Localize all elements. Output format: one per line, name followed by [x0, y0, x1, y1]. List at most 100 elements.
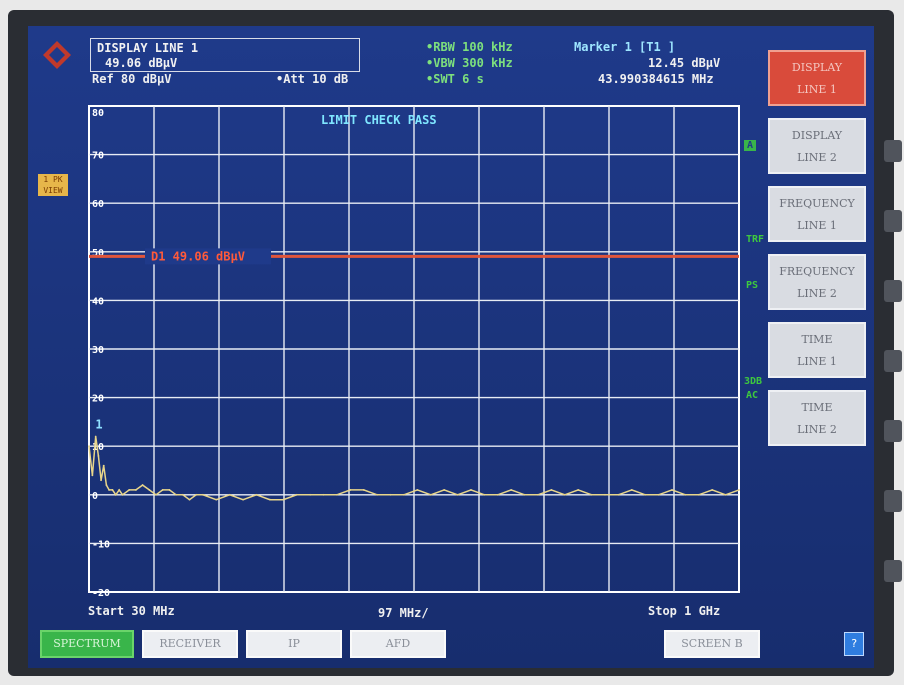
trace-point	[470, 489, 472, 491]
display-line-info-box: DISPLAY LINE 1 49.06 dBµV	[90, 38, 360, 72]
bezel-knob	[884, 350, 902, 372]
ac-mark: AC	[746, 390, 759, 401]
trace-point	[376, 493, 379, 496]
softkey-time-line-2[interactable]: TIME LINE 2	[768, 390, 866, 446]
trace-a-mark: A	[744, 140, 757, 151]
trace-point	[630, 489, 633, 491]
trace-mode-tag: 1 PK VIEW	[38, 174, 68, 196]
ref-level: Ref 80 dBµV	[92, 72, 172, 86]
trace-point	[429, 493, 432, 496]
marker-level: 12.45 dBµV	[648, 56, 721, 70]
y-tick-label: 20	[92, 394, 104, 405]
softkey-label: LINE 1	[797, 355, 837, 368]
trf-mark: TRF	[746, 234, 765, 245]
trace-point	[242, 498, 245, 501]
receiver-button[interactable]: RECEIVER	[142, 630, 238, 658]
spectrum-trace	[88, 436, 740, 501]
3db-mark: 3DB	[744, 376, 763, 387]
bezel-knob	[884, 420, 902, 442]
softkey-label: LINE 2	[797, 287, 837, 300]
bezel-knob	[884, 490, 902, 512]
trace-point	[724, 493, 727, 496]
y-tick-label: 50	[92, 248, 104, 259]
softkey-label: LINE 1	[797, 83, 837, 96]
softkey-display-line-1[interactable]: DISPLAY LINE 1	[768, 50, 866, 106]
ps-mark: PS	[746, 280, 759, 291]
vbw-setting: •VBW 300 kHz	[426, 56, 513, 70]
trace-point	[510, 489, 513, 491]
softkey-time-line-1[interactable]: TIME LINE 1	[768, 322, 866, 378]
softkey-label: DISPLAY	[791, 61, 843, 74]
trace-point	[128, 489, 131, 491]
marker-title: Marker 1 [T1 ]	[574, 40, 676, 54]
y-tick-label: 80	[92, 108, 104, 119]
softkey-frequency-line-1[interactable]: FREQUENCY LINE 1	[768, 186, 866, 242]
trace-point	[362, 489, 365, 491]
trace-point	[282, 498, 285, 501]
attenuation: •Att 10 dB	[276, 72, 349, 86]
display-line-label: D1 49.06 dBµV	[151, 249, 245, 263]
sweep-time: •SWT 6 s	[426, 72, 484, 86]
softkey-label: TIME	[801, 333, 833, 346]
trace-point	[738, 489, 740, 491]
trace-point	[336, 493, 338, 496]
trace-point	[523, 493, 526, 496]
analyzer-screen: DISPLAY LINE 1 49.06 dBµV Ref 80 dBµV •A…	[28, 26, 874, 668]
trace-point	[175, 493, 178, 496]
help-button[interactable]: ?	[844, 632, 864, 656]
limit-check-status: LIMIT CHECK PASS	[321, 113, 437, 127]
trace-point	[202, 493, 204, 496]
screen-b-button[interactable]: SCREEN B	[664, 630, 760, 658]
y-tick-label: 10	[92, 442, 104, 453]
trace-point	[141, 484, 144, 486]
ip-button[interactable]: IP	[246, 630, 342, 658]
trace-point	[671, 489, 673, 491]
trace-point	[135, 489, 137, 491]
plot-grid	[88, 105, 740, 593]
softkey-label: DISPLAY	[791, 129, 843, 142]
softkey-label: FREQUENCY	[779, 265, 855, 278]
y-tick-label: 40	[92, 296, 104, 307]
brand-logo-icon	[43, 41, 71, 69]
y-tick-label: -10	[92, 539, 110, 550]
trace-point	[563, 493, 566, 496]
softkey-frequency-line-2[interactable]: FREQUENCY LINE 2	[768, 254, 866, 310]
trace-point	[228, 493, 231, 496]
afd-button[interactable]: AFD	[350, 630, 446, 658]
trace-point	[550, 489, 553, 491]
trace-point	[102, 464, 105, 467]
trace-point	[91, 474, 94, 477]
trace-point	[94, 435, 97, 438]
bezel-knob	[884, 280, 902, 302]
softkey-display-line-2[interactable]: DISPLAY LINE 2	[768, 118, 866, 174]
bezel-knob	[884, 560, 902, 582]
trace-point	[195, 493, 198, 496]
trace-point	[590, 493, 593, 496]
y-tick-label: 30	[92, 345, 104, 356]
y-tick-label: 60	[92, 199, 104, 210]
trace-points	[88, 435, 740, 501]
trace-point	[483, 493, 486, 496]
trace-point	[215, 498, 218, 501]
trace-point	[121, 493, 124, 496]
trace-point	[114, 493, 117, 496]
trace-point	[389, 493, 392, 496]
display-line-value: 49.06 dBµV	[105, 56, 178, 70]
softkey-label: LINE 2	[797, 423, 837, 436]
trace-point	[604, 493, 606, 496]
trace-point	[97, 455, 100, 457]
trace-point	[349, 489, 352, 491]
spectrum-button[interactable]: SPECTRUM	[40, 630, 134, 658]
trace-point	[269, 498, 271, 501]
trace-point	[295, 493, 298, 496]
trace-point	[496, 493, 499, 496]
marker-number: 1	[95, 417, 102, 431]
trace-point	[88, 445, 90, 448]
y-tick-label: -20	[92, 588, 110, 599]
trace-point	[188, 498, 191, 501]
trace-point	[168, 489, 171, 491]
trace-point	[105, 484, 108, 486]
trace-point	[577, 489, 580, 491]
softkey-label: FREQUENCY	[779, 197, 855, 210]
